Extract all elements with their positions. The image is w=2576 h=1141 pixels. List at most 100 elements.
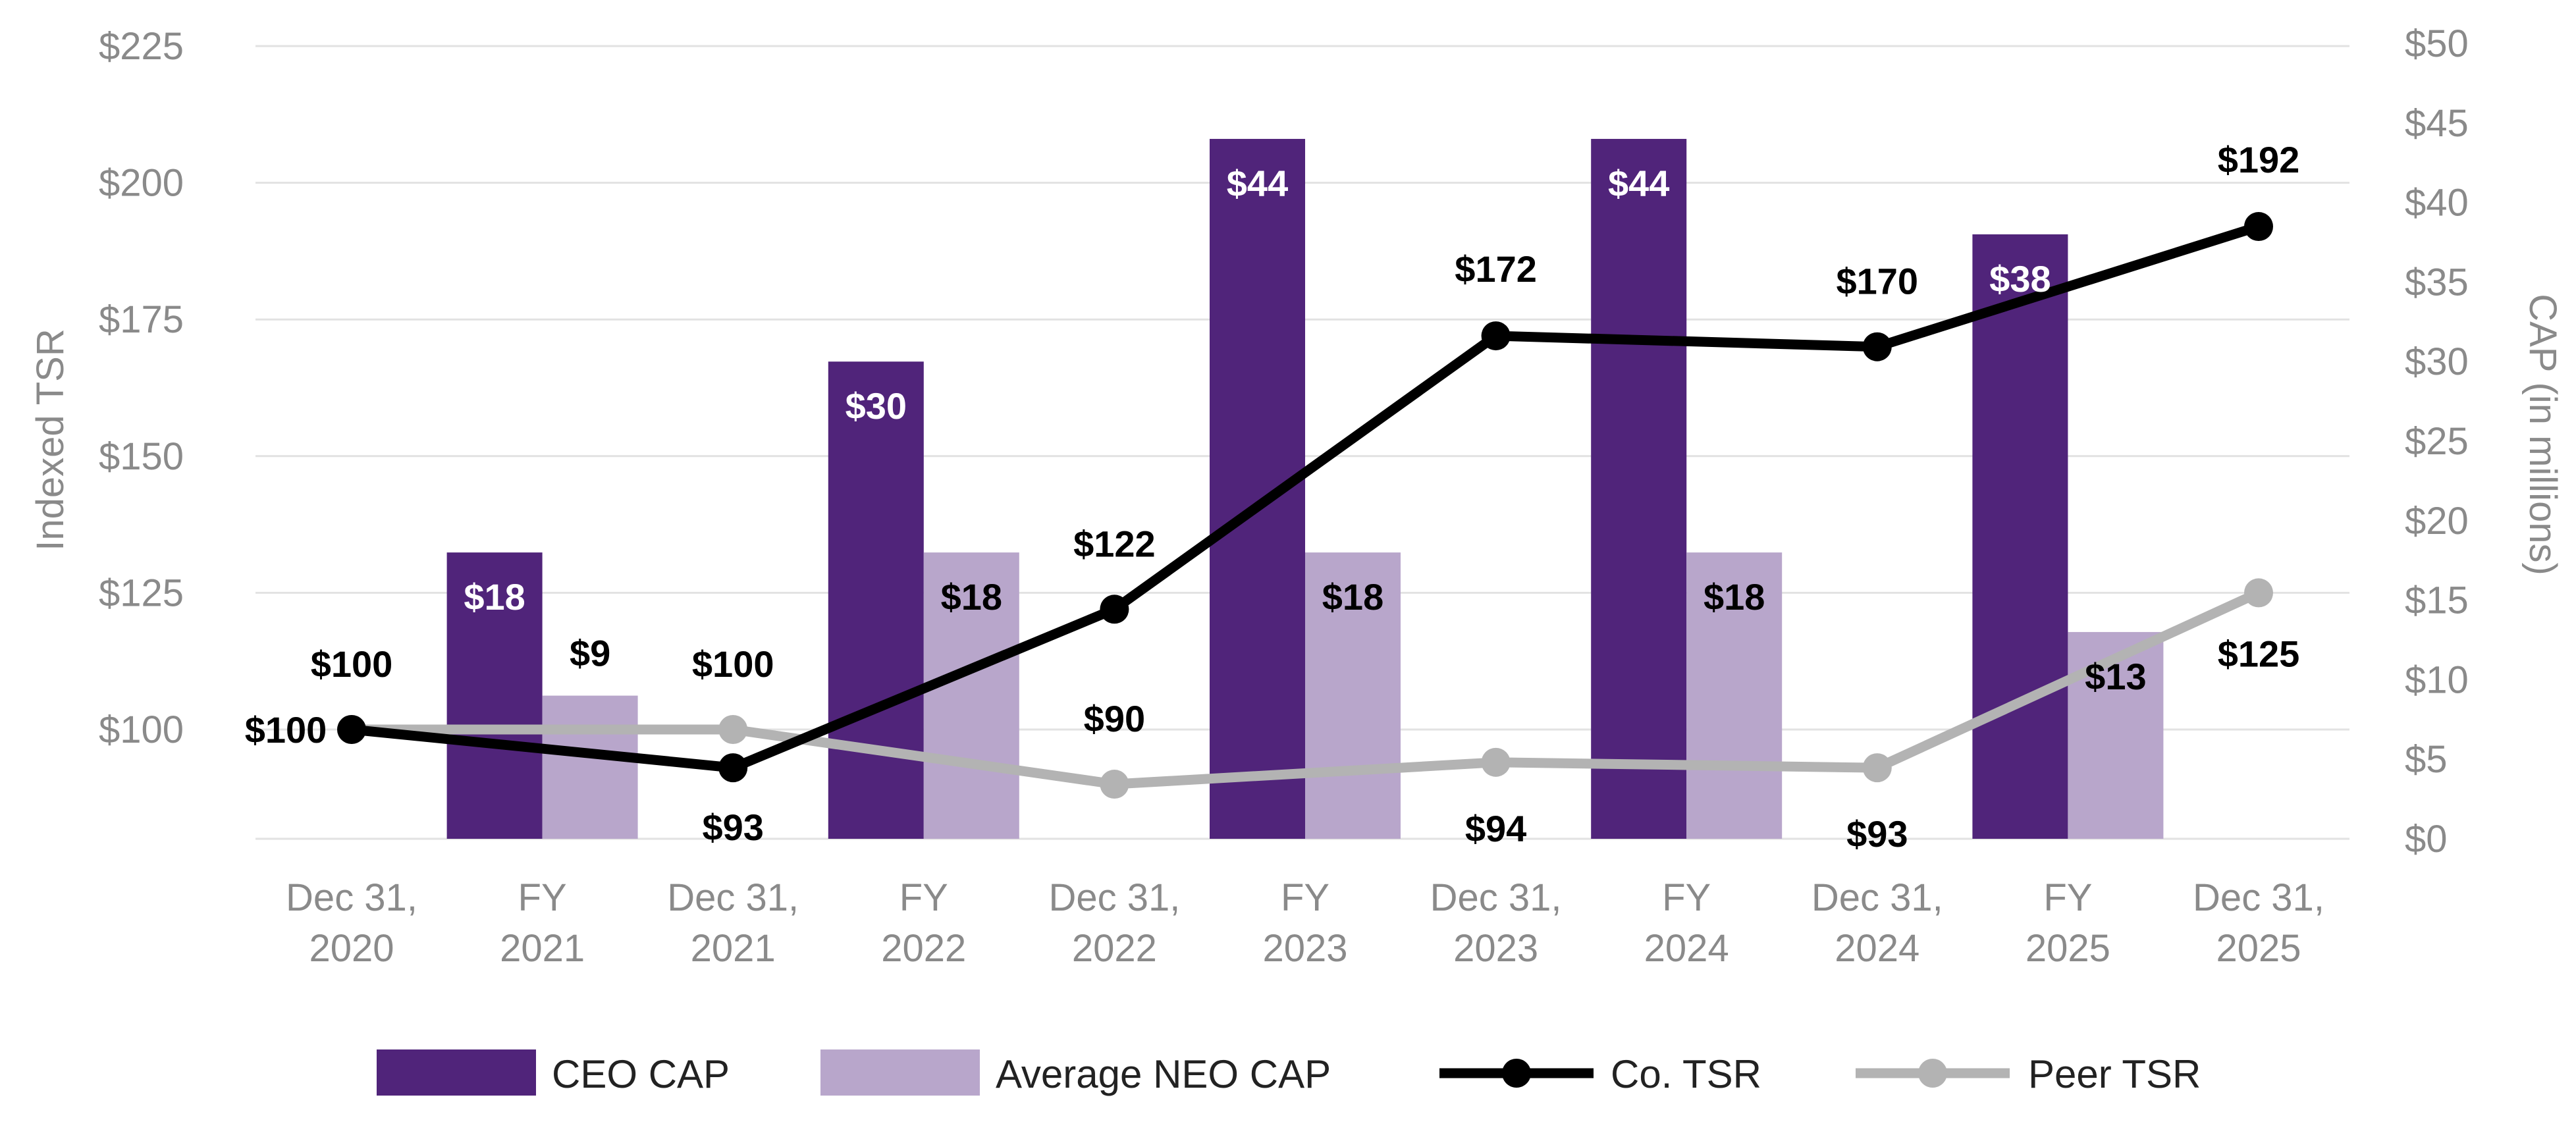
peer-tsr-label: $93 bbox=[1846, 813, 1908, 855]
ceo-cap-bar bbox=[1972, 234, 2068, 839]
legend: CEO CAP Average NEO CAP Co. TSR Peer TSR bbox=[377, 1049, 2201, 1096]
neo-cap-label: $18 bbox=[1704, 576, 1765, 618]
category-label-line2: 2023 bbox=[1262, 927, 1347, 970]
ceo-cap-label: $18 bbox=[464, 576, 525, 618]
co-tsr-label: $192 bbox=[2218, 139, 2300, 180]
category-label-line2: 2021 bbox=[691, 927, 776, 970]
right-tick-label: $10 bbox=[2405, 658, 2469, 701]
co-tsr-label: $122 bbox=[1073, 523, 1156, 564]
left-tick-label: $225 bbox=[99, 25, 184, 68]
neo-cap-bar bbox=[2068, 631, 2164, 839]
right-tick-label: $15 bbox=[2405, 579, 2469, 622]
co-tsr-line bbox=[346, 221, 2264, 773]
right-tick-label: $5 bbox=[2405, 738, 2448, 781]
category-label-line2: 2022 bbox=[881, 927, 966, 970]
left-tick-label: $150 bbox=[99, 435, 184, 478]
right-tick-label: $40 bbox=[2405, 182, 2469, 225]
peer-tsr-point bbox=[1862, 753, 1892, 783]
co-tsr-point bbox=[337, 715, 366, 744]
co-tsr-label: $100 bbox=[245, 709, 327, 751]
ceo-cap-label: $38 bbox=[1989, 258, 2051, 300]
co-tsr-label: $93 bbox=[702, 807, 763, 848]
category-label-line1: FY bbox=[2043, 876, 2092, 919]
right-tick-label: $35 bbox=[2405, 261, 2469, 304]
ceo-cap-label: $30 bbox=[845, 385, 907, 427]
co-tsr-point bbox=[1862, 332, 1892, 361]
category-label-line1: Dec 31, bbox=[667, 876, 799, 919]
co-tsr-point bbox=[1481, 321, 1511, 351]
ceo-cap-label: $44 bbox=[1608, 163, 1669, 204]
left-axis-title: Indexed TSR bbox=[29, 329, 72, 550]
neo-cap-bar bbox=[923, 552, 1019, 839]
right-tick-label: $0 bbox=[2405, 818, 2448, 861]
right-tick-label: $25 bbox=[2405, 420, 2469, 463]
legend-label-ceo-cap: CEO CAP bbox=[552, 1052, 730, 1096]
neo-cap-bar bbox=[1686, 552, 1783, 839]
co-tsr-point bbox=[2244, 212, 2273, 242]
category-label-line1: FY bbox=[1281, 876, 1329, 919]
peer-tsr-label: $100 bbox=[692, 643, 774, 685]
peer-tsr-label: $100 bbox=[311, 643, 393, 685]
ceo-cap-bar bbox=[1591, 138, 1687, 839]
legend-swatch-neo-cap bbox=[820, 1049, 980, 1096]
neo-cap-label: $9 bbox=[570, 633, 610, 674]
peer-tsr-point bbox=[1481, 747, 1511, 777]
category-label-line2: 2023 bbox=[1453, 927, 1538, 970]
peer-tsr-line bbox=[346, 587, 2264, 789]
right-axis-title: CAP (in millions) bbox=[2521, 294, 2564, 575]
category-label-line2: 2020 bbox=[309, 927, 394, 970]
ceo-cap-label: $44 bbox=[1227, 163, 1288, 204]
peer-tsr-label: $94 bbox=[1465, 808, 1526, 849]
right-tick-label: $50 bbox=[2405, 22, 2469, 65]
legend-label-neo-cap: Average NEO CAP bbox=[996, 1052, 1331, 1096]
co-tsr-label: $172 bbox=[1455, 248, 1537, 290]
right-tick-label: $45 bbox=[2405, 102, 2469, 145]
category-label-line1: FY bbox=[1662, 876, 1711, 919]
right-tick-label: $20 bbox=[2405, 500, 2469, 543]
bars bbox=[446, 138, 2164, 839]
category-label-line2: 2025 bbox=[2026, 927, 2110, 970]
peer-tsr-label: $125 bbox=[2218, 633, 2300, 674]
peer-tsr-point bbox=[2244, 578, 2273, 608]
peer-tsr-label: $90 bbox=[1084, 698, 1145, 739]
right-axis-ticks: $0 $5 $10 $15 $20 $25 $30 $35 $40 $45 $50 bbox=[2405, 22, 2469, 861]
legend-swatch-ceo-cap bbox=[377, 1049, 536, 1096]
peer-tsr-point bbox=[718, 715, 748, 744]
category-label-line1: FY bbox=[899, 876, 948, 919]
neo-cap-label: $13 bbox=[2085, 656, 2146, 697]
category-label-line2: 2024 bbox=[1835, 927, 1919, 970]
co-tsr-point bbox=[1100, 595, 1129, 624]
legend-marker-co-tsr bbox=[1502, 1059, 1531, 1088]
category-label-line2: 2021 bbox=[500, 927, 585, 970]
left-tick-label: $125 bbox=[99, 571, 184, 614]
left-tick-label: $175 bbox=[99, 298, 184, 341]
ceo-cap-bar bbox=[828, 361, 924, 839]
peer-tsr-point bbox=[1100, 770, 1129, 799]
neo-cap-label: $18 bbox=[1322, 576, 1383, 618]
left-axis-ticks: $100 $125 $150 $175 $200 $225 bbox=[99, 25, 184, 751]
category-label-line1: Dec 31, bbox=[1430, 876, 1562, 919]
neo-cap-bar bbox=[1305, 552, 1401, 839]
legend-label-co-tsr: Co. TSR bbox=[1611, 1052, 1761, 1096]
legend-marker-peer-tsr bbox=[1918, 1059, 1947, 1088]
category-label-line1: Dec 31, bbox=[1048, 876, 1180, 919]
category-label-line1: Dec 31, bbox=[1811, 876, 1943, 919]
category-label-line2: 2025 bbox=[2216, 927, 2301, 970]
ceo-cap-bar bbox=[446, 552, 543, 839]
lines bbox=[337, 212, 2273, 799]
neo-cap-bar bbox=[542, 695, 638, 839]
co-tsr-point bbox=[718, 753, 748, 783]
neo-cap-label: $18 bbox=[941, 576, 1002, 618]
category-label-line1: Dec 31, bbox=[286, 876, 417, 919]
data-labels: $18 $30 $44 $44 $38 $9 $18 $18 $18 $13 $100 $93 $122… bbox=[245, 139, 2300, 855]
legend-label-peer-tsr: Peer TSR bbox=[2028, 1052, 2201, 1096]
category-label-line1: Dec 31, bbox=[2193, 876, 2324, 919]
category-label-line2: 2024 bbox=[1644, 927, 1729, 970]
category-label-line1: FY bbox=[518, 876, 567, 919]
left-tick-label: $200 bbox=[99, 162, 184, 205]
category-labels: Dec 31, 2020 FY 2021 Dec 31, 2021 FY 2022 Dec 31… bbox=[286, 876, 2324, 970]
left-tick-label: $100 bbox=[99, 708, 184, 751]
co-tsr-label: $170 bbox=[1837, 261, 1919, 302]
